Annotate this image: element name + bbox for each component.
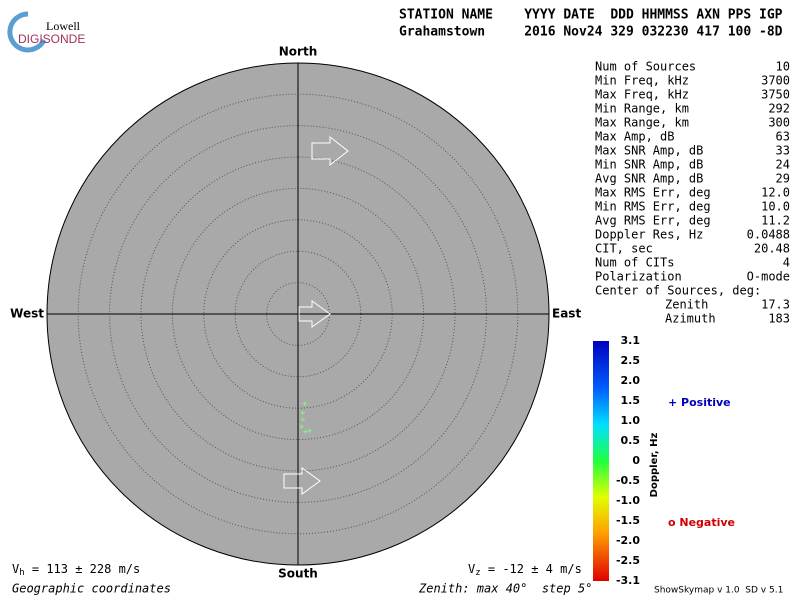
- stat-label: Max Range, km: [595, 116, 689, 130]
- sources: + + + + + +: [299, 400, 313, 438]
- compass-south: South: [278, 567, 318, 581]
- colorbar: [593, 341, 609, 581]
- stat-value: 12.0: [761, 186, 790, 200]
- colorbar-tick-label: -1.0: [616, 494, 640, 507]
- stat-value: 4: [783, 256, 790, 270]
- vz-sub: z: [475, 568, 480, 578]
- arrow: [298, 300, 331, 328]
- stat-value: 33: [776, 144, 790, 158]
- center-label: Zenith: [665, 298, 708, 312]
- stat-value: 10: [776, 60, 790, 74]
- colorbar-tick-label: 3.1: [621, 334, 641, 347]
- colorbar-tick-label: 2.0: [621, 374, 641, 387]
- stat-value: O-mode: [747, 270, 790, 284]
- legend-positive: + Positive: [668, 396, 731, 409]
- stat-value: 0.0488: [747, 228, 790, 242]
- stat-label: Doppler Res, Hz: [595, 228, 703, 242]
- source-point: +: [300, 409, 306, 419]
- colorbar-ticks: 3.1 2.5 2.0 1.5 1.0 0.5 0 -0.5 -1.0 -1.5 -2.0 -2.5 -…: [616, 334, 640, 587]
- center-value: 183: [768, 312, 790, 326]
- vh-text: = 113 ± 228 m/s: [25, 562, 141, 576]
- stat-label: Max SNR Amp, dB: [595, 144, 703, 158]
- stat-label: Min Range, km: [595, 102, 689, 116]
- colorbar-tick-label: 1.0: [621, 414, 641, 427]
- arrow: [283, 467, 321, 495]
- stat-value: 63: [776, 130, 790, 144]
- colorbar-tick-label: -1.5: [616, 514, 640, 527]
- source-point: +: [307, 427, 313, 437]
- vh-readout: Vh = 113 ± 228 m/s: [12, 562, 140, 578]
- colorbar-tick-label: -0.5: [616, 474, 640, 487]
- source-point: +: [302, 400, 308, 410]
- stat-value: 20.48: [754, 242, 790, 256]
- zenith-note: Zenith: max 40° step 5°: [418, 582, 592, 596]
- stat-value: 292: [768, 102, 790, 116]
- version: ShowSkymap v 1.0 SD v 5.1: [654, 586, 783, 596]
- stat-value: 11.2: [761, 214, 790, 228]
- stat-label: CIT, sec: [595, 242, 653, 256]
- stat-label: Max RMS Err, deg: [595, 186, 711, 200]
- vz-text: = -12 ± 4 m/s: [481, 562, 582, 576]
- stat-value: 24: [776, 158, 790, 172]
- coords-note: Geographic coordinates: [12, 582, 171, 596]
- colorbar-tick-label: -2.5: [616, 554, 640, 567]
- stat-label: Max Freq, kHz: [595, 88, 689, 102]
- legend-negative: o Negative: [668, 516, 735, 529]
- colorbar-tick-label: 0.5: [621, 434, 641, 447]
- header-line: Grahamstown 2016 Nov24 329 032230 417 10…: [399, 25, 783, 40]
- colorbar-tick-label: 1.5: [621, 394, 641, 407]
- vz-readout: Vz = -12 ± 4 m/s: [468, 562, 582, 578]
- logo-top: Lowell: [46, 19, 81, 33]
- source-point: +: [300, 416, 306, 426]
- vh-symbol: V: [12, 562, 19, 576]
- stat-value: 300: [768, 116, 790, 130]
- source-point: +: [303, 428, 309, 438]
- compass-west: West: [10, 307, 44, 321]
- center-title: Center of Sources, deg:: [595, 284, 761, 298]
- stat-label: Num of Sources: [595, 60, 696, 74]
- arrows: [283, 135, 349, 495]
- stat-label: Min RMS Err, deg: [595, 200, 711, 214]
- logo-swoosh: [7, 11, 47, 53]
- logo-bottom: DIGISONDE: [18, 32, 85, 46]
- arrow: [311, 135, 349, 167]
- colorbar-tick-label: 2.5: [621, 354, 641, 367]
- center-value: 17.3: [761, 298, 790, 312]
- colorbar-title: Doppler, Hz: [649, 433, 660, 498]
- stat-value: 10.0: [761, 200, 790, 214]
- colorbar-tick-label: 0: [632, 454, 640, 467]
- colorbar-tick-label: -2.0: [616, 534, 640, 547]
- stat-label: Polarization: [595, 270, 682, 284]
- stat-label: Min SNR Amp, dB: [595, 158, 703, 172]
- stat-label: Min Freq, kHz: [595, 74, 689, 88]
- stat-value: 3700: [761, 74, 790, 88]
- stats-panel: Num of Sources 10 Min Freq, kHz 3700 Max Fre…: [595, 60, 790, 284]
- stat-label: Max Amp, dB: [595, 130, 674, 144]
- center-label: Azimuth: [665, 312, 716, 326]
- header-line: STATION NAME YYYY DATE DDD HHMMSS AXN PP…: [399, 8, 783, 23]
- colorbar-tick-label: -3.1: [616, 574, 640, 587]
- stat-value: 3750: [761, 88, 790, 102]
- stat-label: Num of CITs: [595, 256, 674, 270]
- vz-symbol: V: [468, 562, 475, 576]
- compass-north: North: [279, 45, 317, 59]
- compass-east: East: [552, 307, 581, 321]
- stat-label: Avg SNR Amp, dB: [595, 172, 703, 186]
- stat-label: Avg RMS Err, deg: [595, 214, 711, 228]
- vh-sub: h: [19, 568, 24, 578]
- stat-value: 29: [776, 172, 790, 186]
- source-point: +: [299, 423, 305, 433]
